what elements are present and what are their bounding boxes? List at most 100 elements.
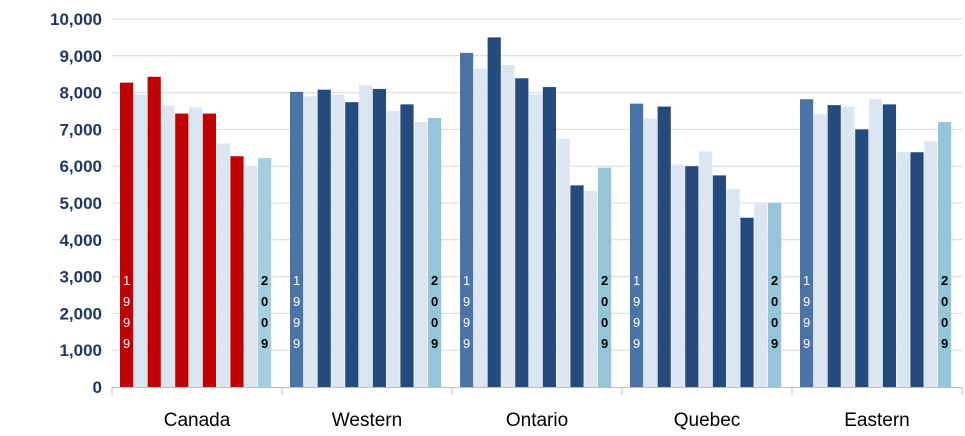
y-tick-label: 9,000: [59, 47, 102, 66]
y-tick-label: 10,000: [50, 10, 102, 29]
year-label-end: 2: [601, 273, 608, 288]
bar-canada-2004: [189, 107, 203, 387]
bar-western-2002: [331, 94, 345, 387]
year-label-start: 9: [123, 315, 130, 330]
y-tick-label: 3,000: [59, 268, 102, 287]
year-label-end: 9: [941, 336, 948, 351]
bar-canada-2002: [161, 105, 175, 387]
bar-ontario-2008: [584, 190, 598, 387]
bar-western-2005: [372, 88, 386, 388]
bar-quebec-2004: [699, 151, 713, 387]
category-label-canada: Canada: [164, 410, 231, 431]
year-label-start: 9: [123, 294, 130, 309]
bar-quebec-2006: [726, 189, 740, 387]
year-label-end: 0: [941, 315, 948, 330]
year-label-start: 9: [293, 315, 300, 330]
category-label-ontario: Ontario: [506, 410, 568, 431]
bar-eastern-2008: [924, 141, 938, 387]
bar-quebec-2005: [712, 175, 726, 387]
year-label-end: 2: [431, 273, 438, 288]
bar-ontario-2000: [473, 68, 487, 388]
year-label-end: 0: [261, 294, 268, 309]
year-label-start: 9: [293, 294, 300, 309]
year-label-start: 9: [803, 315, 810, 330]
year-label-end: 0: [771, 294, 778, 309]
bar-western-2001: [317, 89, 331, 387]
year-label-end: 0: [941, 294, 948, 309]
bar-western-2006: [386, 111, 400, 387]
year-label-start: 9: [463, 294, 470, 309]
year-label-end: 0: [601, 294, 608, 309]
bar-ontario-1999: [460, 52, 474, 388]
year-label-start: 9: [293, 336, 300, 351]
bar-canada-2003: [175, 113, 189, 387]
year-label-end: 0: [771, 315, 778, 330]
bar-ontario-2002: [501, 65, 515, 387]
bar-ontario-2003: [515, 78, 529, 387]
bar-western-2004: [359, 85, 373, 388]
bar-canada-2006: [216, 143, 230, 387]
bar-canada-2008: [244, 166, 258, 387]
year-label-start: 9: [803, 336, 810, 351]
bar-eastern-1999: [800, 99, 814, 387]
year-label-start: 1: [293, 273, 300, 288]
bar-eastern-2001: [827, 105, 841, 388]
bar-western-2008: [414, 122, 428, 387]
y-tick-label: 6,000: [59, 157, 102, 176]
bar-western-1999: [290, 91, 304, 388]
year-label-start: 1: [123, 273, 130, 288]
year-label-start: 9: [123, 336, 130, 351]
bar-eastern-2006: [896, 151, 910, 387]
bar-quebec-2009: [768, 203, 782, 387]
bar-canada-2007: [230, 156, 244, 387]
bars: 1 9 9 9 2 0 0 9 1 9 9 9 2 0 0 9 1 9 9 9 2 0 0 9 1 9 9 9 2 0 0 9 1 9 9 9 2 0 0 9: [120, 37, 952, 388]
bar-canada-1999: [120, 82, 134, 387]
bar-quebec-2007: [740, 217, 754, 387]
bar-ontario-2001: [487, 37, 501, 388]
year-label-start: 9: [463, 336, 470, 351]
year-label-start: 9: [633, 294, 640, 309]
bar-eastern-2003: [855, 129, 869, 387]
year-label-end: 9: [261, 336, 268, 351]
bar-western-2007: [400, 104, 414, 387]
y-tick-label: 7,000: [59, 120, 102, 139]
y-tick-label: 4,000: [59, 231, 102, 250]
year-label-start: 1: [803, 273, 810, 288]
bar-quebec-2008: [754, 203, 768, 387]
bar-quebec-1999: [630, 103, 644, 387]
bar-western-2000: [303, 96, 317, 387]
year-label-end: 2: [771, 273, 778, 288]
year-label-start: 9: [463, 315, 470, 330]
category-label-eastern: Eastern: [844, 410, 909, 431]
bar-quebec-2001: [657, 106, 671, 387]
bar-ontario-2009: [598, 167, 612, 387]
year-label-end: 2: [261, 273, 268, 288]
year-label-start: 1: [633, 273, 640, 288]
bar-ontario-2006: [556, 138, 570, 387]
bar-ontario-2004: [529, 94, 543, 387]
year-label-end: 9: [431, 336, 438, 351]
bar-canada-2001: [147, 76, 161, 387]
bar-quebec-2000: [643, 118, 657, 388]
bar-eastern-2007: [910, 152, 924, 387]
y-tick-label: 1,000: [59, 341, 102, 360]
x-axis: Canada Western Ontario Quebec Eastern: [111, 387, 963, 431]
bar-western-2009: [428, 117, 442, 388]
bar-eastern-2002: [841, 106, 855, 387]
y-tick-label: 8,000: [59, 84, 102, 103]
bar-eastern-2009: [938, 122, 952, 387]
year-label-end: 0: [431, 294, 438, 309]
year-label-end: 9: [601, 336, 608, 351]
y-axis: 0 1,000 2,000 3,000 4,000 5,000 6,000 7,000 8,00…: [50, 10, 102, 397]
category-label-quebec: Quebec: [674, 410, 741, 431]
bar-canada-2005: [202, 113, 216, 387]
year-label-start: 9: [633, 336, 640, 351]
bar-canada-2009: [258, 158, 272, 387]
bar-ontario-2007: [570, 185, 584, 387]
bar-eastern-2004: [869, 99, 883, 387]
year-label-start: 1: [463, 273, 470, 288]
bar-eastern-2005: [882, 104, 896, 387]
year-label-end: 9: [771, 336, 778, 351]
